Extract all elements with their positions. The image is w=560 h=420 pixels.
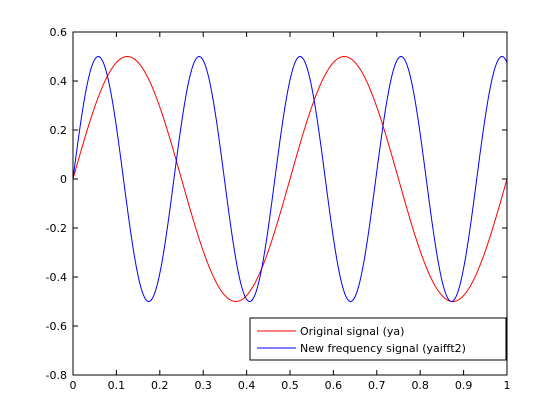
series-line-original xyxy=(72,56,508,302)
legend-label-new-frequency: New frequency signal (yaifft2) xyxy=(300,342,466,355)
x-tick-label: 0.4 xyxy=(238,379,256,392)
series-line-new-frequency xyxy=(72,55,508,303)
y-tick-label: 0.4 xyxy=(50,75,68,88)
y-tick-label: -0.2 xyxy=(46,222,67,235)
x-tick-label: 0 xyxy=(70,379,77,392)
x-tick-label: 0.7 xyxy=(368,379,386,392)
x-tick-label: 0.9 xyxy=(455,379,473,392)
x-tick-label: 0.1 xyxy=(108,379,126,392)
y-axis: -0.8 -0.6 -0.4 -0.2 0 0.2 0.4 0.6 xyxy=(46,26,507,382)
series-layer xyxy=(72,55,508,303)
y-tick-label: -0.6 xyxy=(46,320,67,333)
legend: Original signal (ya) New frequency signa… xyxy=(249,317,507,361)
y-tick-label: 0.6 xyxy=(50,26,68,39)
x-tick-label: 1 xyxy=(504,379,511,392)
y-tick-label: -0.4 xyxy=(46,271,67,284)
legend-label-original: Original signal (ya) xyxy=(300,325,404,338)
x-tick-label: 0.3 xyxy=(194,379,212,392)
x-axis: 0 0.1 0.2 0.3 0.4 0.5 0.6 0.7 0.8 0.9 1 xyxy=(70,32,511,392)
y-tick-label: -0.8 xyxy=(46,369,67,382)
legend-box xyxy=(249,317,507,361)
x-tick-label: 0.2 xyxy=(151,379,169,392)
y-tick-label: 0 xyxy=(60,173,67,186)
x-tick-label: 0.6 xyxy=(325,379,343,392)
y-tick-label: 0.2 xyxy=(50,124,68,137)
x-tick-label: 0.5 xyxy=(281,379,299,392)
x-tick-label: 0.8 xyxy=(411,379,429,392)
